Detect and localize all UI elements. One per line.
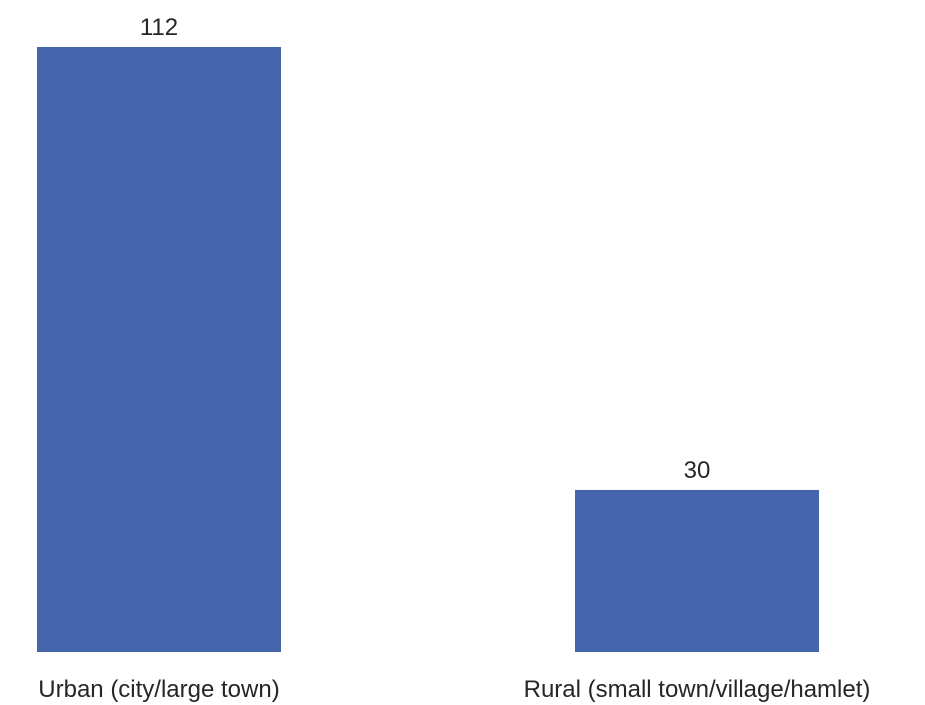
- category-labels-layer: Urban (city/large town) Rural (small town…: [38, 676, 870, 703]
- category-label-1: Rural (small town/village/hamlet): [524, 676, 871, 703]
- data-label-1: 30: [684, 457, 711, 484]
- bar-1: [575, 489, 819, 652]
- bar-0: [37, 47, 281, 652]
- bars-layer: [37, 47, 819, 652]
- data-labels-layer: 112 30: [140, 14, 710, 484]
- data-label-0: 112: [140, 14, 178, 41]
- category-label-0: Urban (city/large town): [38, 676, 279, 703]
